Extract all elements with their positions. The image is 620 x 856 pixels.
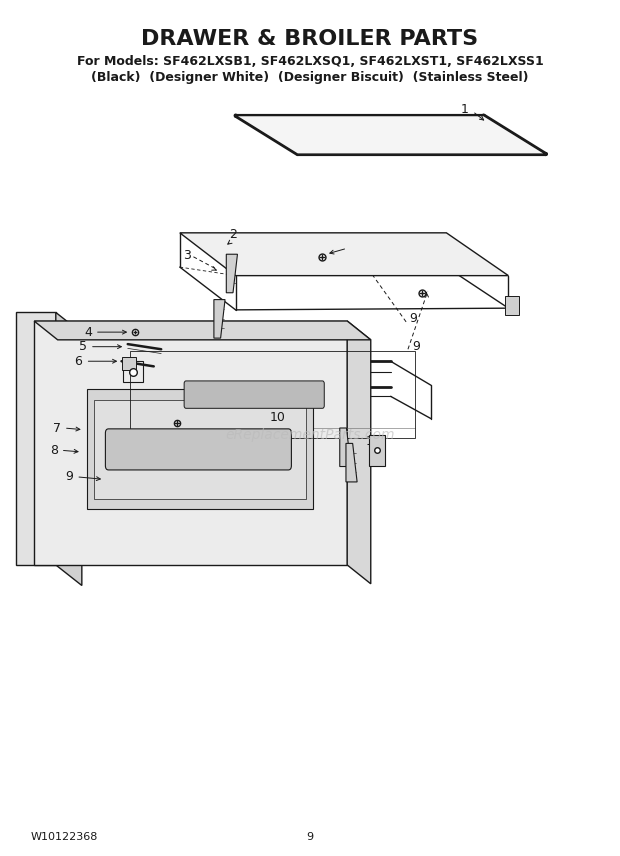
- Text: 9: 9: [409, 312, 417, 325]
- Text: 1: 1: [460, 103, 468, 116]
- FancyBboxPatch shape: [184, 381, 324, 408]
- Bar: [505, 296, 519, 315]
- Bar: [34, 321, 347, 565]
- Bar: [130, 351, 415, 438]
- Text: W10122368: W10122368: [31, 832, 99, 842]
- Text: 3: 3: [374, 453, 382, 467]
- Text: (Black)  (Designer White)  (Designer Biscuit)  (Stainless Steel): (Black) (Designer White) (Designer Biscu…: [91, 70, 529, 84]
- Text: 10: 10: [270, 411, 286, 425]
- Polygon shape: [214, 300, 225, 338]
- Bar: [94, 400, 306, 499]
- Text: 5: 5: [79, 340, 87, 354]
- Text: 7: 7: [53, 421, 61, 435]
- Text: eReplacementParts.com: eReplacementParts.com: [225, 428, 395, 442]
- Text: For Models: SF462LXSB1, SF462LXSQ1, SF462LXST1, SF462LXSS1: For Models: SF462LXSB1, SF462LXSQ1, SF46…: [77, 55, 543, 68]
- Polygon shape: [347, 321, 371, 584]
- Bar: [122, 357, 136, 370]
- Bar: [16, 312, 56, 565]
- Polygon shape: [34, 321, 371, 340]
- Polygon shape: [180, 233, 508, 276]
- Text: DRAWER & BROILER PARTS: DRAWER & BROILER PARTS: [141, 28, 479, 49]
- Text: 11: 11: [260, 397, 276, 411]
- Text: 4: 4: [84, 325, 92, 339]
- Text: 9: 9: [306, 832, 314, 842]
- FancyBboxPatch shape: [105, 429, 291, 470]
- Polygon shape: [56, 312, 82, 586]
- Bar: [369, 435, 385, 466]
- Polygon shape: [236, 116, 546, 154]
- Text: 9: 9: [412, 340, 420, 354]
- Polygon shape: [226, 254, 237, 293]
- Bar: [87, 389, 313, 509]
- Text: 6: 6: [74, 354, 82, 368]
- Polygon shape: [340, 428, 351, 467]
- Text: 2: 2: [229, 228, 237, 241]
- Text: 3: 3: [183, 248, 191, 262]
- Text: 11: 11: [366, 435, 381, 449]
- Polygon shape: [346, 443, 357, 482]
- Bar: [123, 361, 143, 382]
- Text: 8: 8: [50, 443, 58, 457]
- Text: 9: 9: [65, 470, 73, 484]
